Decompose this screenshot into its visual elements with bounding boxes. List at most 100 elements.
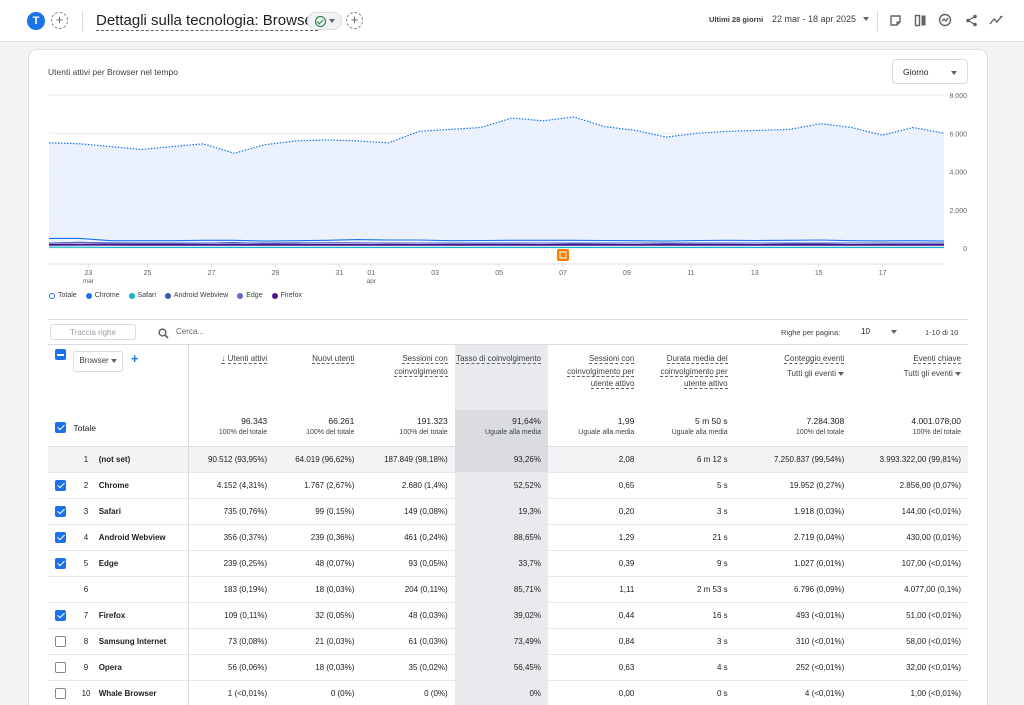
row-checkbox[interactable] bbox=[55, 661, 67, 673]
col-header[interactable]: Sessioni con coinvolgimento bbox=[361, 345, 454, 410]
event-filter-label: Tutti gli eventi bbox=[903, 368, 953, 378]
legend-item[interactable]: Android Webview bbox=[164, 292, 228, 299]
col-header[interactable]: Conteggio eventi Tutti gli eventi bbox=[735, 345, 852, 410]
row-checkbox-cell bbox=[48, 576, 73, 602]
row-browser-name: Firefox bbox=[98, 602, 190, 628]
total-cell: 66.261 100% del totale bbox=[306, 416, 355, 436]
row-cell: 1.027 (0,01%) bbox=[794, 558, 845, 568]
legend-item[interactable]: Edge bbox=[237, 292, 263, 299]
select-all-checkbox[interactable] bbox=[55, 349, 67, 361]
avatar[interactable]: T bbox=[27, 12, 45, 30]
table-row[interactable]: 3 Safari 735 (0,76%) 99 (0,15%) 149 (0,08%) 1… bbox=[48, 498, 968, 524]
row-checkbox[interactable] bbox=[55, 479, 67, 491]
table-row[interactable]: 6 183 (0,19%) 18 (0,03%) 204 (0,11%) 85,71% 1… bbox=[48, 576, 968, 602]
row-cell: 1.918 (0,03%) bbox=[794, 506, 845, 516]
compare-icon[interactable] bbox=[911, 11, 929, 29]
total-checkbox[interactable] bbox=[55, 422, 67, 434]
table-row[interactable]: 4 Android Webview 356 (0,37%) 239 (0,36%) 46… bbox=[48, 524, 968, 550]
add-icon[interactable]: + bbox=[346, 12, 363, 29]
add-comparison-icon[interactable]: + bbox=[51, 12, 68, 29]
col-header[interactable]: Nuovi utenti bbox=[274, 345, 361, 410]
row-cell: 9 s bbox=[716, 558, 728, 568]
row-cell: 2 m 53 s bbox=[696, 584, 728, 594]
search-input[interactable]: Cerca... bbox=[176, 327, 205, 336]
trend-icon[interactable] bbox=[987, 11, 1005, 29]
row-browser-name: Samsung Internet bbox=[98, 628, 190, 654]
row-cell: 1,29 bbox=[618, 532, 635, 542]
row-cell: 18 (0,03%) bbox=[315, 584, 355, 594]
row-checkbox[interactable] bbox=[55, 531, 67, 543]
series-line-totale bbox=[48, 116, 945, 154]
table-row[interactable]: 7 Firefox 109 (0,11%) 32 (0,05%) 48 (0,03%) 3… bbox=[48, 602, 968, 628]
series-line bbox=[49, 237, 945, 242]
row-checkbox-cell bbox=[48, 446, 73, 472]
legend-item[interactable]: Firefox bbox=[271, 292, 302, 299]
search-icon bbox=[158, 326, 169, 344]
series-area-totale bbox=[49, 117, 944, 248]
row-index: 10 bbox=[81, 688, 91, 698]
date-dropdown-icon[interactable] bbox=[863, 17, 869, 21]
row-cell: 461 (0,24%) bbox=[404, 532, 448, 542]
row-browser-name: Safari bbox=[98, 498, 190, 524]
row-checkbox[interactable] bbox=[55, 557, 67, 569]
insights-icon[interactable] bbox=[936, 11, 954, 29]
row-cell: 19.952 (0,27%) bbox=[789, 480, 845, 490]
row-index: 4 bbox=[83, 532, 89, 542]
total-row: Totale 96.343 100% del totale 66.261 100% … bbox=[48, 410, 968, 446]
dimension-select[interactable]: Browser bbox=[73, 351, 123, 372]
granularity-select[interactable]: Giorno bbox=[892, 59, 968, 84]
chevron-down-icon bbox=[328, 19, 335, 23]
row-checkbox-cell bbox=[48, 550, 73, 576]
row-checkbox-cell bbox=[48, 680, 73, 705]
table-row[interactable]: 5 Edge 239 (0,25%) 48 (0,07%) 93 (0,05%) 33,7… bbox=[48, 550, 968, 576]
x-tick-label: 03 bbox=[431, 270, 439, 277]
col-header[interactable]: Durata media del coinvolgimento per uten… bbox=[641, 345, 734, 410]
legend-dot-icon bbox=[164, 292, 171, 299]
row-cell: 58,00 (<0,01%) bbox=[906, 636, 961, 646]
rows-per-page-select[interactable]: 10 bbox=[861, 327, 870, 336]
row-browser-name: Android Webview bbox=[98, 524, 190, 550]
total-checkbox-cell bbox=[48, 410, 73, 446]
row-checkbox[interactable] bbox=[55, 505, 67, 517]
top-bar: T + Dettagli sulla tecnologia: Browser +… bbox=[0, 0, 1024, 42]
row-cell: 430,00 (0,01%) bbox=[906, 532, 961, 542]
row-cell: 61 (0,03%) bbox=[408, 636, 448, 646]
row-cell: 56,45% bbox=[454, 654, 548, 680]
row-checkbox-cell bbox=[48, 628, 73, 654]
col-label: Conteggio eventi bbox=[784, 354, 845, 364]
table-row[interactable]: 8 Samsung Internet 73 (0,08%) 21 (0,03%) 61 … bbox=[48, 628, 968, 654]
row-checkbox[interactable] bbox=[55, 635, 67, 647]
col-header[interactable]: Eventi chiave Tutti gli eventi bbox=[851, 345, 968, 410]
legend-label: Safari bbox=[137, 292, 156, 299]
x-tick-label: 09 bbox=[623, 270, 631, 277]
add-dimension-icon[interactable]: + bbox=[130, 351, 139, 366]
share-notes-icon[interactable] bbox=[886, 11, 904, 29]
chevron-down-icon[interactable] bbox=[891, 330, 897, 334]
event-filter[interactable]: Tutti gli eventi bbox=[735, 368, 845, 381]
col-header[interactable]: Tasso di coinvolgimento bbox=[454, 345, 548, 410]
divider bbox=[877, 11, 878, 31]
table-row[interactable]: 9 Opera 56 (0,06%) 18 (0,03%) 35 (0,02%) 56,4… bbox=[48, 654, 968, 680]
row-cell: 7.250.837 (99,54%) bbox=[773, 454, 845, 464]
total-cell: 4.001.078,00 100% del totale bbox=[911, 416, 961, 436]
row-cell: 64.019 (96,62%) bbox=[295, 454, 355, 464]
row-checkbox[interactable] bbox=[55, 609, 67, 621]
table-row[interactable]: 1 (not set) 90.512 (93,95%) 64.019 (96,62%)… bbox=[48, 446, 968, 472]
table-row[interactable]: 2 Chrome 4.152 (4,31%) 1.767 (2,67%) 2.680 (… bbox=[48, 472, 968, 498]
date-range-value[interactable]: 22 mar - 18 apr 2025 bbox=[772, 14, 857, 24]
table-row[interactable]: 10 Whale Browser 1 (<0,01%) 0 (0%) 0 (0%) 0% 0… bbox=[48, 680, 968, 705]
track-rows-button[interactable]: Traccia righe bbox=[50, 324, 136, 340]
col-header[interactable]: Sessioni con coinvolgimento per utente a… bbox=[548, 345, 641, 410]
legend-item[interactable]: Chrome bbox=[85, 292, 120, 299]
row-checkbox[interactable] bbox=[55, 687, 67, 699]
col-label: Eventi chiave bbox=[913, 354, 961, 364]
event-filter[interactable]: Tutti gli eventi bbox=[851, 368, 961, 381]
legend-item[interactable]: Totale bbox=[49, 292, 77, 299]
row-index: 8 bbox=[83, 636, 89, 646]
row-cell: 0,84 bbox=[618, 636, 635, 646]
chevron-down-icon bbox=[110, 359, 117, 363]
share-icon[interactable] bbox=[962, 11, 980, 29]
col-header[interactable]: ↓ Utenti attivi bbox=[189, 345, 274, 410]
legend-item[interactable]: Safari bbox=[128, 292, 156, 299]
report-status-chip[interactable] bbox=[307, 12, 342, 30]
